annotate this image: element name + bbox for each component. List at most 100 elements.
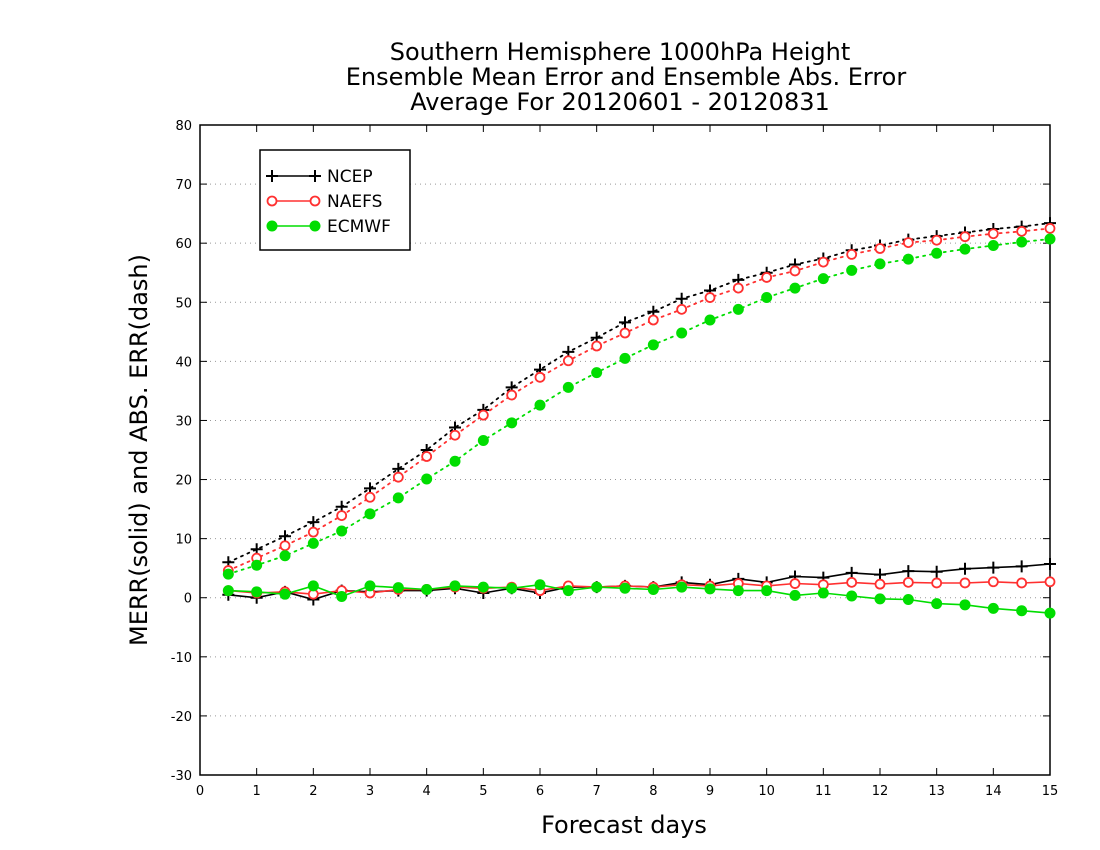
ncep-mean-error-point bbox=[1044, 558, 1056, 571]
y-tick-label: 40 bbox=[175, 355, 192, 370]
naefs-abs-error-point bbox=[732, 282, 744, 294]
grid-lines bbox=[200, 183, 1050, 717]
ncep-mean-error-line bbox=[228, 563, 1051, 601]
ecmwf-mean-error-point bbox=[364, 580, 376, 592]
series-ncep bbox=[222, 217, 1056, 606]
naefs-abs-error-point bbox=[817, 256, 829, 268]
naefs-abs-error-point bbox=[1044, 223, 1056, 234]
ecmwf-mean-error-point bbox=[732, 585, 744, 597]
ecmwf-abs-error-point bbox=[562, 381, 574, 393]
ncep-abs-error-line bbox=[227, 222, 1051, 564]
chart-title: Southern Hemisphere 1000hPa Height Ensem… bbox=[346, 38, 907, 116]
naefs-abs-error-point bbox=[846, 249, 858, 260]
x-tick-label: 14 bbox=[985, 784, 1002, 799]
ecmwf-mean-error-point bbox=[392, 582, 404, 594]
naefs-abs-error-point bbox=[336, 510, 348, 521]
ecmwf-abs-error-point bbox=[789, 282, 801, 294]
data-series bbox=[222, 217, 1056, 619]
x-tick-label: 4 bbox=[423, 784, 431, 799]
ecmwf-mean-error-point bbox=[704, 583, 716, 595]
ecmwf-abs-error-point bbox=[1016, 236, 1028, 248]
legend-marker-naefs bbox=[309, 195, 321, 207]
y-tick-label: -30 bbox=[171, 769, 192, 784]
x-tick-label: 2 bbox=[309, 784, 317, 799]
ncep-mean-error-point bbox=[959, 562, 971, 575]
legend-label-naefs: NAEFS bbox=[327, 192, 382, 212]
ecmwf-mean-error-point bbox=[336, 591, 348, 603]
naefs-abs-error-point bbox=[874, 243, 886, 254]
plot-area-frame bbox=[199, 124, 1051, 776]
ncep-abs-error-point bbox=[279, 530, 291, 543]
naefs-abs-error-point bbox=[761, 272, 773, 283]
ncep-abs-error-point bbox=[619, 316, 631, 329]
ecmwf-abs-error-point bbox=[761, 292, 773, 304]
ncep-mean-error-point bbox=[1015, 560, 1028, 573]
ecmwf-abs-error-point bbox=[251, 559, 263, 571]
naefs-abs-error-point bbox=[676, 303, 688, 315]
x-tick-label: 3 bbox=[366, 784, 374, 799]
naefs-abs-error-line bbox=[227, 227, 1051, 572]
ecmwf-mean-error-point bbox=[987, 602, 999, 614]
naefs-abs-error-point bbox=[279, 540, 291, 552]
legend-marker-ecmwf bbox=[266, 220, 278, 232]
naefs-mean-error-point bbox=[987, 576, 999, 588]
ecmwf-abs-error-point bbox=[222, 568, 234, 580]
ecmwf-mean-error-point bbox=[251, 586, 263, 598]
x-tick-label: 11 bbox=[815, 784, 832, 799]
ecmwf-abs-error-point bbox=[477, 435, 489, 447]
legend-box bbox=[259, 149, 411, 251]
legend-marker-naefs bbox=[266, 195, 278, 207]
naefs-abs-error-point bbox=[1016, 225, 1028, 237]
naefs-abs-error-point bbox=[392, 471, 404, 483]
ecmwf-mean-error-point bbox=[449, 580, 461, 592]
ecmwf-mean-error-point bbox=[506, 582, 518, 594]
naefs-mean-error-point bbox=[959, 577, 971, 589]
ecmwf-abs-error-point bbox=[931, 247, 943, 259]
ecmwf-mean-error-point bbox=[789, 589, 801, 601]
ecmwf-mean-error-point bbox=[591, 581, 603, 593]
x-tick-label: 1 bbox=[253, 784, 261, 799]
y-tick-label: 70 bbox=[175, 178, 192, 193]
y-tick-label: 10 bbox=[175, 533, 192, 548]
x-tick-label: 12 bbox=[872, 784, 889, 799]
ecmwf-mean-error-point bbox=[846, 590, 858, 602]
ecmwf-mean-error-point bbox=[874, 593, 886, 605]
ecmwf-abs-error-point bbox=[534, 399, 546, 411]
naefs-abs-error-point bbox=[477, 409, 489, 421]
naefs-abs-error-point bbox=[902, 237, 914, 248]
naefs-mean-error-point bbox=[1044, 576, 1056, 588]
ecmwf-abs-error-point bbox=[987, 240, 999, 252]
ecmwf-abs-error-point bbox=[392, 492, 404, 504]
ecmwf-abs-error-point bbox=[421, 473, 433, 485]
ecmwf-abs-error-point bbox=[959, 243, 971, 255]
ecmwf-abs-error-point bbox=[506, 417, 518, 429]
naefs-mean-error-point bbox=[846, 576, 858, 588]
x-tick-label: 8 bbox=[649, 784, 657, 799]
ecmwf-abs-error-point bbox=[307, 537, 319, 549]
naefs-abs-error-point bbox=[987, 228, 999, 240]
legend-label-ecmwf: ECMWF bbox=[327, 217, 391, 237]
naefs-abs-error-point bbox=[591, 340, 603, 352]
legend-marker-ecmwf bbox=[309, 220, 321, 232]
naefs-abs-error-point bbox=[959, 231, 971, 243]
ecmwf-abs-error-point bbox=[817, 273, 829, 285]
naefs-abs-error-point bbox=[647, 314, 659, 326]
ecmwf-abs-error-point bbox=[364, 508, 376, 520]
ecmwf-mean-error-point bbox=[1016, 605, 1028, 617]
naefs-abs-error-point bbox=[364, 491, 376, 503]
x-tick-label: 0 bbox=[196, 784, 204, 799]
series-naefs bbox=[222, 223, 1056, 600]
x-tick-label: 10 bbox=[758, 784, 775, 799]
ecmwf-mean-error-point bbox=[817, 587, 829, 599]
ecmwf-abs-error-point bbox=[846, 264, 858, 276]
naefs-abs-error-point bbox=[704, 292, 716, 303]
ecmwf-mean-error-point bbox=[902, 594, 914, 605]
legend-label-ncep: NCEP bbox=[327, 167, 373, 187]
title-line-3: Average For 20120601 - 20120831 bbox=[410, 88, 830, 116]
ecmwf-mean-error-point bbox=[307, 580, 319, 592]
y-tick-label: -20 bbox=[171, 710, 192, 725]
naefs-mean-error-point bbox=[931, 577, 943, 589]
ecmwf-abs-error-point bbox=[704, 314, 716, 326]
legend-item-naefs: NAEFS bbox=[266, 192, 382, 212]
